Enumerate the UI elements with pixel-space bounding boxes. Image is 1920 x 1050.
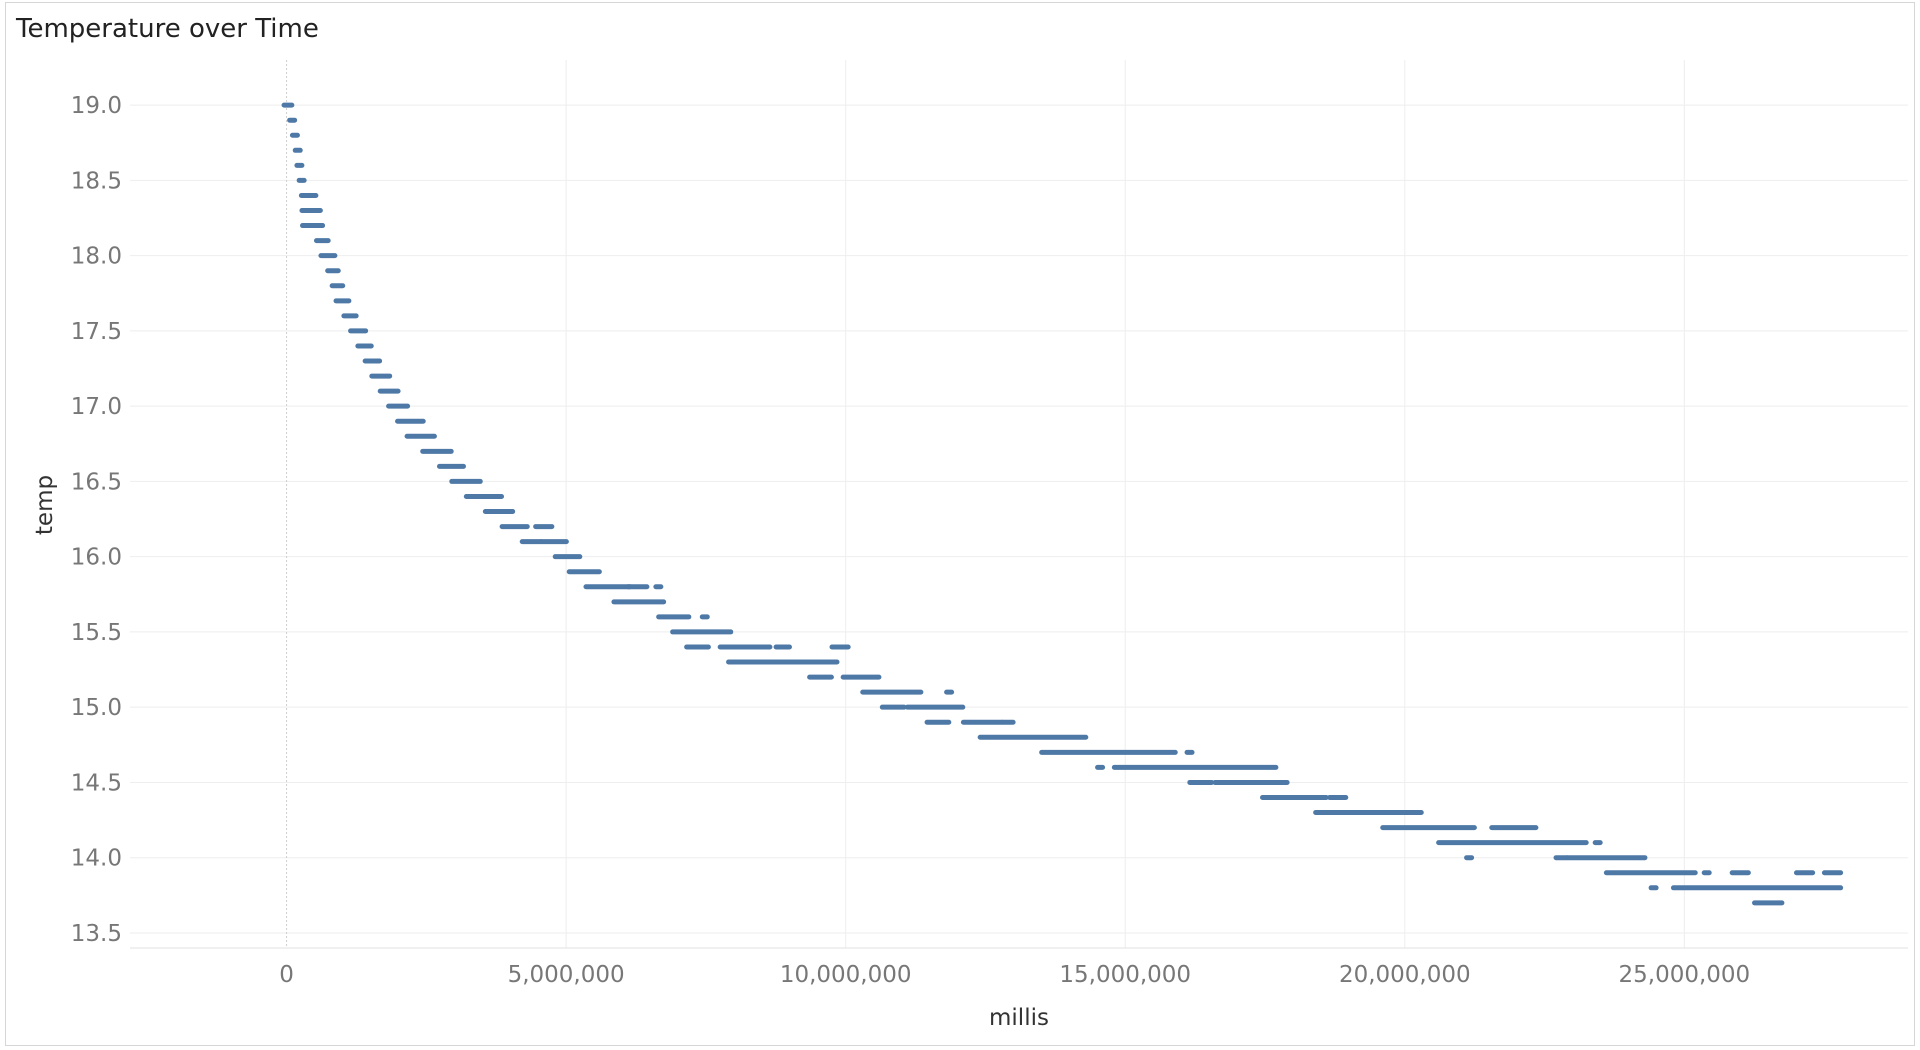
y-axis-label: temp: [32, 475, 58, 535]
x-tick-label: 0: [279, 962, 294, 988]
x-axis-label: millis: [989, 1005, 1049, 1031]
y-tick-label: 16.5: [71, 469, 122, 495]
y-tick-label: 17.0: [71, 394, 122, 420]
x-tick-label: 10,000,000: [780, 962, 912, 988]
data-points: [281, 102, 1844, 906]
y-tick-label: 19.0: [71, 93, 122, 119]
x-tick-label: 15,000,000: [1059, 962, 1191, 988]
y-tick-label: 17.5: [71, 319, 122, 345]
y-tick-label: 16.0: [71, 545, 122, 571]
y-tick-label: 18.0: [71, 244, 122, 270]
y-tick-label: 18.5: [71, 168, 122, 194]
chart-frame: [5, 2, 1915, 1046]
y-tick-label: 15.5: [71, 620, 122, 646]
x-tick-label: 20,000,000: [1339, 962, 1471, 988]
x-tick-label: 5,000,000: [508, 962, 625, 988]
y-tick-label: 13.5: [71, 921, 122, 947]
gridlines: [130, 60, 1908, 949]
chart-title: Temperature over Time: [16, 14, 319, 44]
x-axis-ticks: 0 5,000,000 10,000,000 15,000,000 20,000,000…: [279, 962, 1750, 988]
y-tick-label: 14.5: [71, 770, 122, 796]
y-tick-label: 15.0: [71, 695, 122, 721]
y-axis-ticks: 13.5 14.0 14.5 15.0 15.5 16.0 16.5 17.0 17.5 18.0…: [71, 93, 122, 947]
y-tick-label: 14.0: [71, 846, 122, 872]
x-tick-label: 25,000,000: [1619, 962, 1751, 988]
